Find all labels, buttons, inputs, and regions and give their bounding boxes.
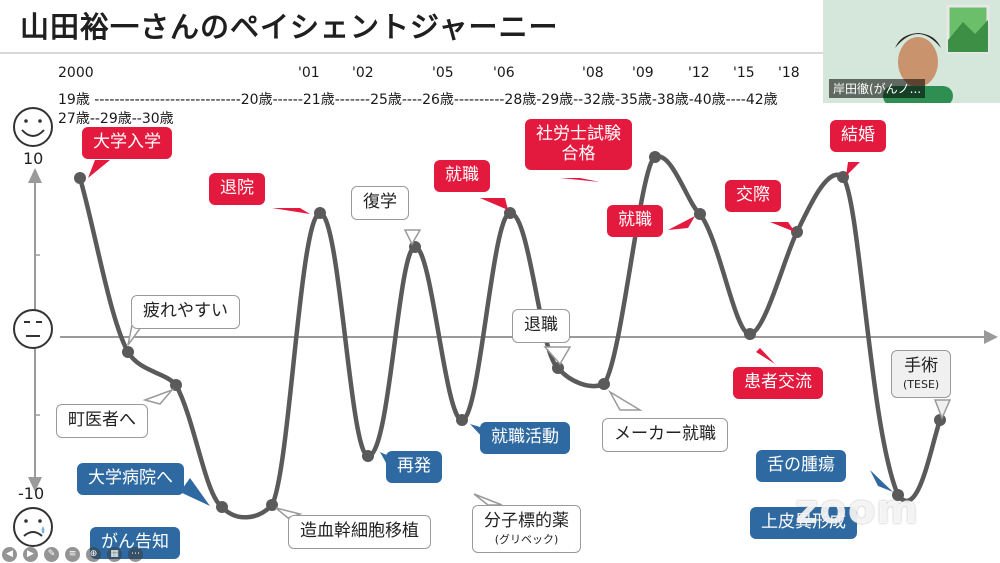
slides-grid-icon[interactable]: ▦ — [107, 546, 122, 562]
surgery-label: 手術 — [904, 356, 939, 376]
year-label: '01 — [298, 65, 320, 81]
more-options-icon[interactable]: ⋯ — [128, 546, 143, 562]
year-label: 2000 — [58, 65, 94, 81]
pen-icon[interactable]: ✎ — [44, 546, 59, 562]
zoom-watermark: zoom — [795, 487, 919, 533]
event-discharge: 退院 — [209, 173, 265, 205]
event-stem-cell-transplant: 造血幹細胞移植 — [288, 515, 431, 549]
year-label: '18 — [778, 65, 800, 81]
year-label: '09 — [632, 65, 654, 81]
event-tongue-tumor: 舌の腫瘍 — [756, 450, 846, 482]
surgery-sub: (TESE) — [903, 377, 940, 391]
event-to-clinic: 町医者へ — [56, 404, 148, 438]
scale-bottom-label: -10 — [18, 484, 45, 503]
scale-top-label: 10 — [23, 149, 44, 168]
sad-face-icon — [13, 507, 53, 547]
year-label: '12 — [688, 65, 710, 81]
event-relapse: 再発 — [386, 451, 442, 483]
event-resign: 退職 — [512, 309, 570, 343]
event-patient-exchange: 患者交流 — [733, 367, 823, 399]
page-title: 山田裕一さんのペイシェントジャーニー — [20, 10, 559, 44]
event-marriage: 結婚 — [830, 120, 886, 152]
event-tired-easily: 疲れやすい — [131, 295, 240, 329]
webcam-participant-name: 岸田徹(がんノ... — [829, 79, 926, 98]
event-surgery: 手術 (TESE) — [891, 350, 952, 399]
event-university-hospital: 大学病院へ — [77, 463, 184, 495]
age-timeline: 19歳 -----------------------------20歳----… — [58, 92, 778, 108]
targeted-drug-sub: (グリベック) — [494, 532, 559, 546]
baseline-arrow — [984, 330, 998, 344]
captions-icon[interactable]: ≡ — [65, 546, 80, 562]
year-label: '06 — [493, 65, 515, 81]
mood-axis-arrow-up — [28, 168, 42, 183]
event-university-entrance: 大学入学 — [82, 127, 172, 159]
year-label: '15 — [733, 65, 755, 81]
next-slide-icon[interactable]: ▶ — [23, 546, 38, 562]
presentation-toolbar: ◀ ▶ ✎ ≡ ⊕ ▦ ⋯ — [0, 545, 143, 563]
event-cancer-notice: がん告知 — [90, 527, 180, 559]
year-label: '05 — [432, 65, 454, 81]
exam-pass-line2: 合格 — [561, 143, 596, 164]
title-divider — [0, 52, 1000, 54]
event-employment-2: 就職 — [607, 205, 663, 237]
event-points — [74, 151, 946, 513]
event-exam-pass: 社労士試験 合格 — [525, 119, 632, 171]
year-label: '02 — [352, 65, 374, 81]
prev-slide-icon[interactable]: ◀ — [2, 546, 17, 562]
neutral-face-icon — [13, 309, 53, 349]
event-employment-1: 就職 — [434, 160, 490, 192]
age-timeline-continued: 27歳--29歳--30歳 — [58, 111, 174, 127]
event-targeted-drug: 分子標的薬 (グリベック) — [472, 505, 581, 554]
targeted-drug-label: 分子標的薬 — [484, 511, 569, 531]
zoom-in-icon[interactable]: ⊕ — [86, 546, 101, 562]
event-dating: 交際 — [725, 180, 781, 212]
event-epithelial-dysplasia: 上皮異形成 — [750, 507, 857, 539]
mood-axis-arrow-down — [28, 477, 42, 492]
happy-face-icon — [13, 107, 53, 147]
exam-pass-line1: 社労士試験 — [536, 124, 621, 144]
event-return-to-school: 復学 — [351, 186, 409, 220]
year-label: '08 — [582, 65, 604, 81]
event-maker-job: メーカー就職 — [602, 418, 728, 452]
event-job-hunting: 就職活動 — [480, 422, 570, 454]
